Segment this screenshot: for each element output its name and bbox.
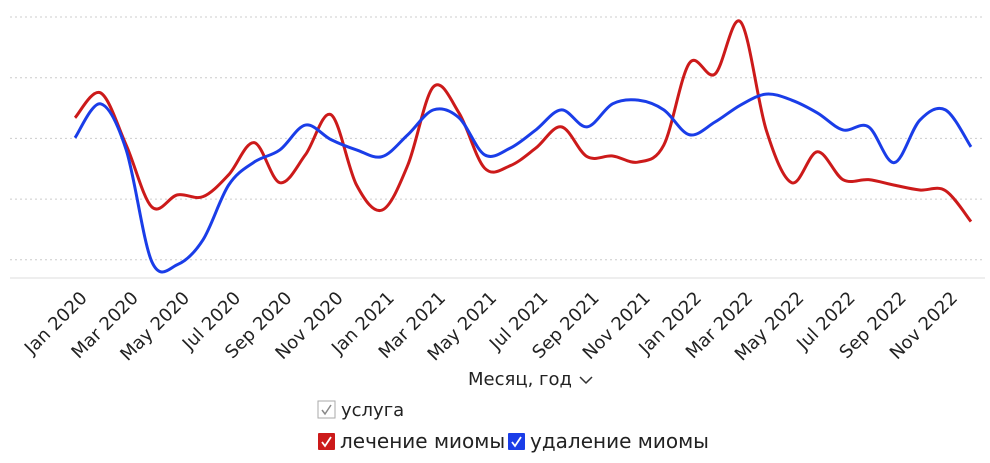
legend-checkbox[interactable] <box>318 433 335 450</box>
legend-check <box>321 404 332 416</box>
legend-checkbox[interactable] <box>317 400 336 419</box>
grid <box>10 16 985 279</box>
series-line <box>73 92 973 274</box>
plot <box>73 19 973 274</box>
legend-label: лечение миомы <box>340 429 505 453</box>
dropdown-chevron[interactable] <box>579 376 593 385</box>
legend-title: услуга <box>341 400 404 421</box>
legend-check <box>511 436 522 448</box>
legend: лечение миомы удаление миомы <box>318 429 709 453</box>
x-axis-title: Месяц, год <box>468 369 572 390</box>
legend-checkbox[interactable] <box>508 433 525 450</box>
series-line <box>73 19 973 223</box>
legend-check <box>321 436 332 448</box>
legend-label: удаление миомы <box>530 429 709 453</box>
